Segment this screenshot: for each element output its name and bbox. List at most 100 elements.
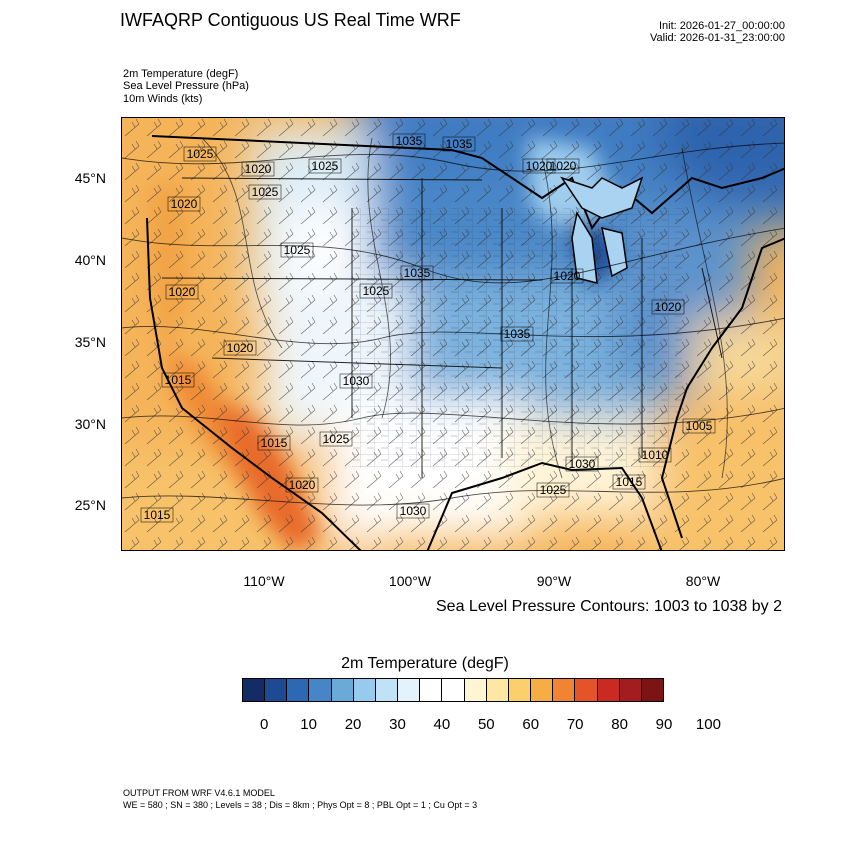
slp-label-box	[339, 373, 373, 389]
slp-contour-label: 1025	[363, 284, 390, 298]
slp-contour-label: 1030	[343, 374, 370, 388]
lon-label: 110°W	[243, 573, 285, 589]
slp-label-box	[359, 283, 393, 299]
slp-contour-label: 1035	[504, 327, 531, 341]
lon-label: 80°W	[685, 573, 721, 589]
slp-label: 1035	[400, 265, 434, 281]
slp-label-box	[140, 507, 174, 523]
slp-label-box	[241, 161, 275, 177]
slp-label-box	[612, 474, 646, 490]
legend-color-box	[486, 679, 509, 701]
slp-contour-label: 1015	[165, 373, 192, 387]
legend-color-box	[353, 679, 376, 701]
slp-contour-label: 1020	[550, 159, 577, 173]
slp-contour-label: 1025	[187, 147, 214, 161]
slp-label: 1020	[522, 158, 556, 174]
legend-color-box	[641, 679, 663, 701]
slp-label-box	[280, 242, 314, 258]
slp-label-box	[308, 158, 342, 174]
slp-label: 1025	[308, 158, 342, 174]
slp-label: 1030	[396, 503, 430, 519]
chart-title: IWFAQRP Contiguous US Real Time WRF	[120, 10, 461, 30]
slp-label: 1015	[161, 372, 195, 388]
lat-label: 35°N	[74, 334, 106, 350]
lat-label: 25°N	[74, 497, 106, 513]
legend-label: 50	[477, 716, 495, 733]
legend-label: 80	[611, 716, 628, 733]
slp-contour-label: 1015	[616, 475, 643, 489]
slp-label: 1025	[183, 146, 217, 162]
legend-color-box	[243, 679, 266, 701]
slp-label: 1020	[223, 340, 257, 356]
slp-label: 1020	[546, 158, 580, 174]
slp-label-box	[392, 133, 426, 149]
slp-label: 1025	[319, 431, 353, 447]
slp-label: 1020	[285, 477, 319, 493]
legend-color-box	[464, 679, 487, 701]
slp-label-box	[396, 503, 430, 519]
legend-color-box	[553, 679, 576, 701]
slp-label-box	[319, 431, 353, 447]
slp-label: 1020	[550, 268, 584, 284]
color-legend	[242, 678, 664, 702]
slp-label: 1025	[280, 242, 314, 258]
slp-label: 1015	[140, 507, 174, 523]
slp-label-box	[565, 456, 599, 472]
slp-contour-label: 1035	[446, 137, 473, 151]
slp-label-box	[161, 372, 195, 388]
slp-contour-label: 1030	[569, 457, 596, 471]
slp-contour-label: 1020	[655, 300, 682, 314]
slp-contour-label: 1015	[144, 508, 171, 522]
legend-label: 60	[522, 716, 540, 733]
legend-color-box	[575, 679, 598, 701]
slp-label-box	[651, 299, 685, 315]
slp-label: 1015	[612, 474, 646, 490]
slp-label: 1020	[165, 284, 199, 300]
slp-label-box	[248, 184, 282, 200]
slp-label: 1025	[248, 184, 282, 200]
legend-color-box	[619, 679, 642, 701]
slp-contour-label: 1005	[686, 419, 713, 433]
valid-time: Valid: 2026-01-31_23:00:00	[650, 32, 785, 44]
slp-label-box	[536, 482, 570, 498]
slp-label-box	[522, 158, 556, 174]
variable-winds: 10m Winds (kts)	[123, 93, 203, 105]
init-time: Init: 2026-01-27_00:00:00	[659, 20, 785, 32]
lon-label: 100°W	[388, 573, 432, 589]
slp-label-box	[546, 158, 580, 174]
slp-label-box	[638, 447, 672, 463]
slp-contour-label: 1020	[169, 285, 196, 299]
legend-title: 2m Temperature (degF)	[341, 655, 509, 672]
slp-label: 1005	[682, 418, 716, 434]
model-info: OUTPUT FROM WRF V4.6.1 MODEL	[123, 788, 275, 798]
legend-color-box	[331, 679, 354, 701]
slp-label: 1015	[257, 435, 291, 451]
lat-label: 40°N	[74, 252, 106, 268]
slp-contour-label: 1020	[526, 159, 553, 173]
slp-contour-label: 1020	[289, 478, 316, 492]
slp-label-box	[167, 196, 201, 212]
slp-label-box	[223, 340, 257, 356]
legend-color-box	[442, 679, 465, 701]
lon-label: 90°W	[536, 573, 572, 589]
slp-contour-label: 1010	[642, 448, 669, 462]
slp-contour-label: 1020	[554, 269, 581, 283]
slp-contour-label: 1035	[396, 134, 423, 148]
slp-label-box	[550, 268, 584, 284]
legend-label: 10	[300, 716, 317, 733]
legend-label: 70	[566, 716, 584, 733]
legend-color-box	[309, 679, 332, 701]
slp-label-box	[400, 265, 434, 281]
slp-label: 1025	[359, 283, 393, 299]
variable-temperature: 2m Temperature (degF)	[123, 68, 239, 80]
slp-label-box	[183, 146, 217, 162]
model-config: WE = 580 ; SN = 380 ; Levels = 38 ; Dis …	[123, 800, 478, 810]
slp-label: 1020	[241, 161, 275, 177]
slp-contour-label: 1020	[245, 162, 272, 176]
variable-pressure: Sea Level Pressure (hPa)	[123, 80, 249, 92]
slp-contour-label: 1025	[312, 159, 339, 173]
slp-label: 1035	[442, 136, 476, 152]
legend-color-box	[420, 679, 443, 701]
